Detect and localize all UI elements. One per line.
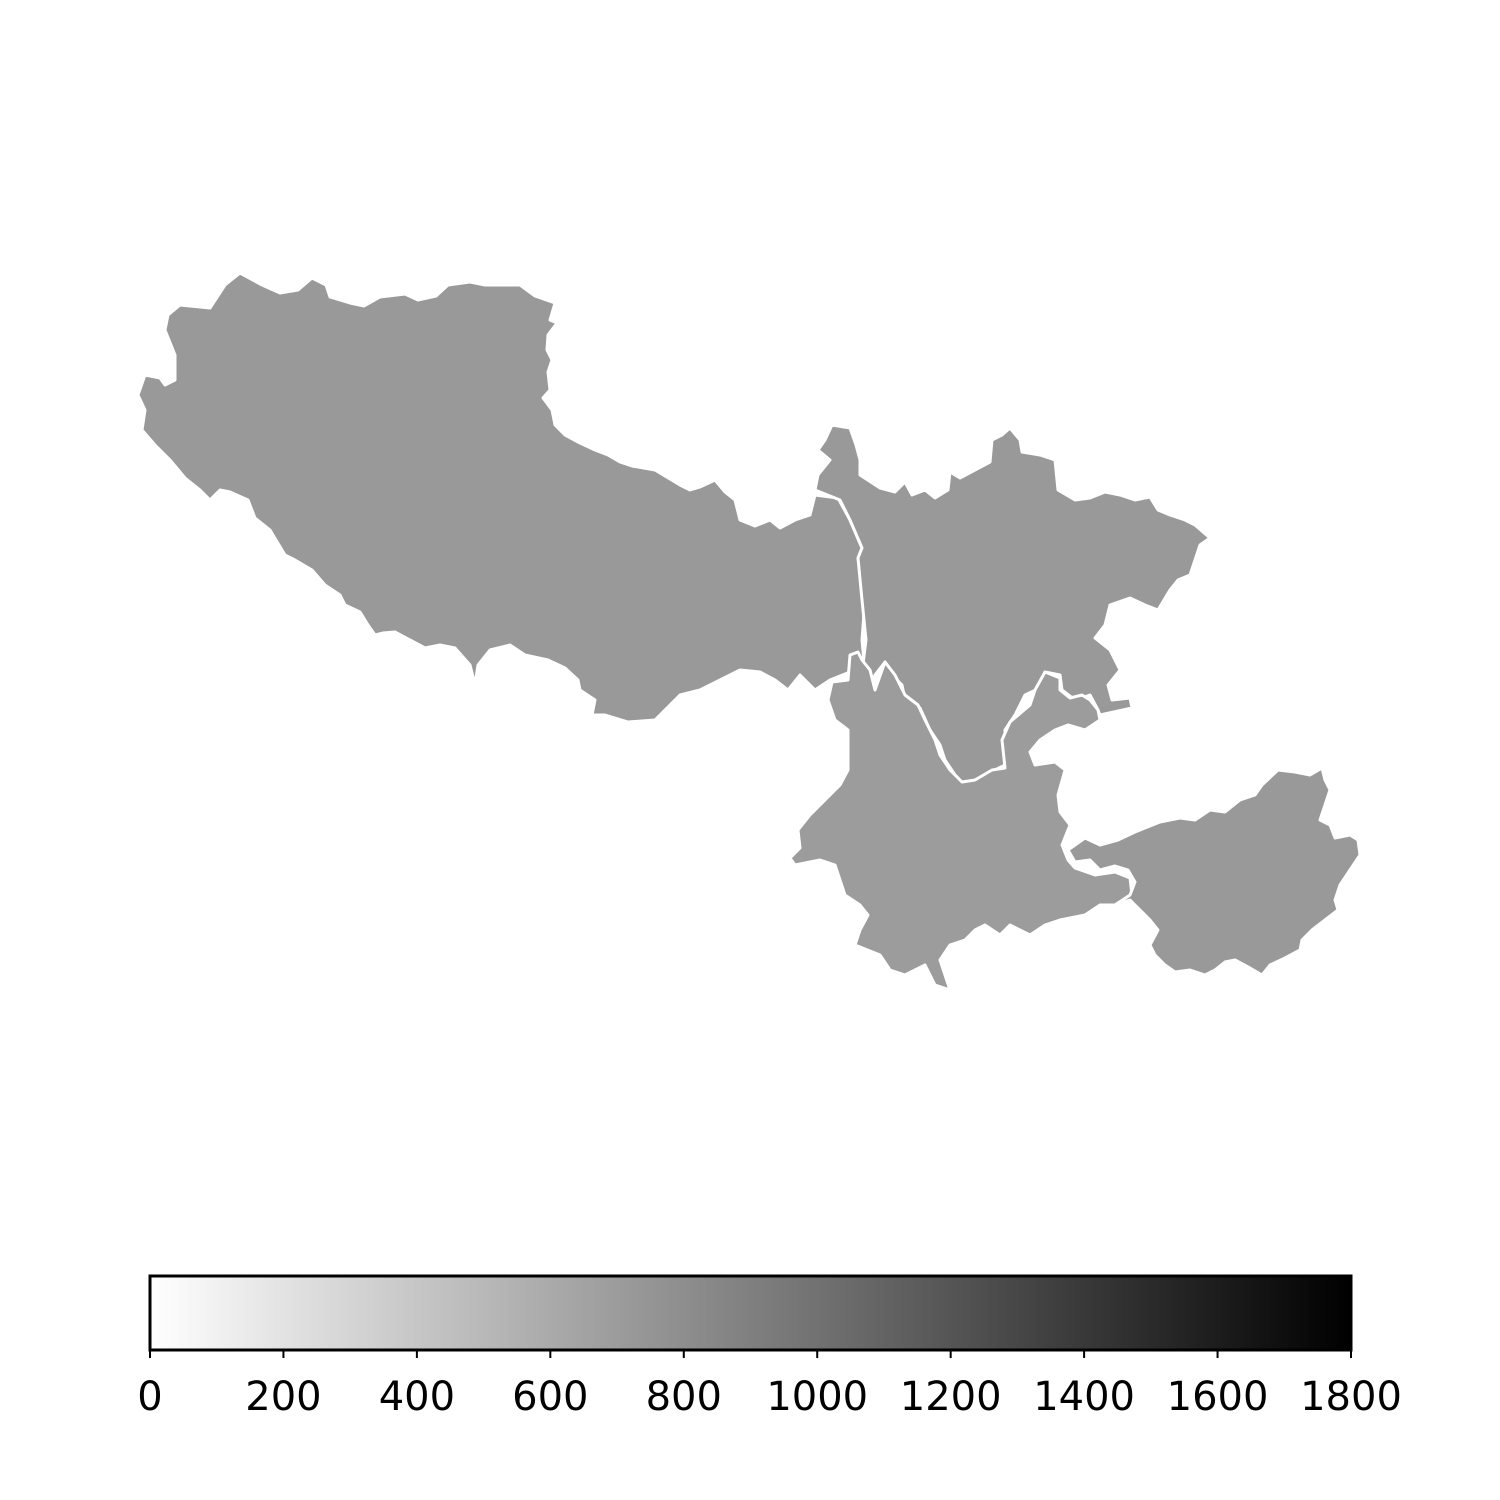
colorbar-gradient xyxy=(148,1274,1353,1352)
colorbar-tick-label: 800 xyxy=(646,1374,722,1420)
colorbar: 0 200 400 600 800 1000 1200 1400 1600 1800 xyxy=(137,1274,1402,1420)
colorbar-ticks: 0 200 400 600 800 1000 1200 1400 1600 1800 xyxy=(137,1350,1402,1420)
colorbar-tick-label: 1400 xyxy=(1033,1374,1135,1420)
colorbar-tick-label: 600 xyxy=(512,1374,588,1420)
region-east[interactable] xyxy=(1066,766,1362,977)
colorbar-tick-label: 400 xyxy=(379,1374,455,1420)
colorbar-tick-label: 1600 xyxy=(1167,1374,1269,1420)
colorbar-tick-label: 1000 xyxy=(766,1374,868,1420)
colorbar-tick-label: 1800 xyxy=(1300,1374,1402,1420)
region-south[interactable] xyxy=(788,650,1134,992)
colorbar-tick-label: 200 xyxy=(245,1374,321,1420)
region-west[interactable] xyxy=(136,271,867,724)
map-regions xyxy=(136,271,1362,992)
colorbar-tick-label: 0 xyxy=(137,1374,162,1420)
colorbar-tick-label: 1200 xyxy=(900,1374,1002,1420)
